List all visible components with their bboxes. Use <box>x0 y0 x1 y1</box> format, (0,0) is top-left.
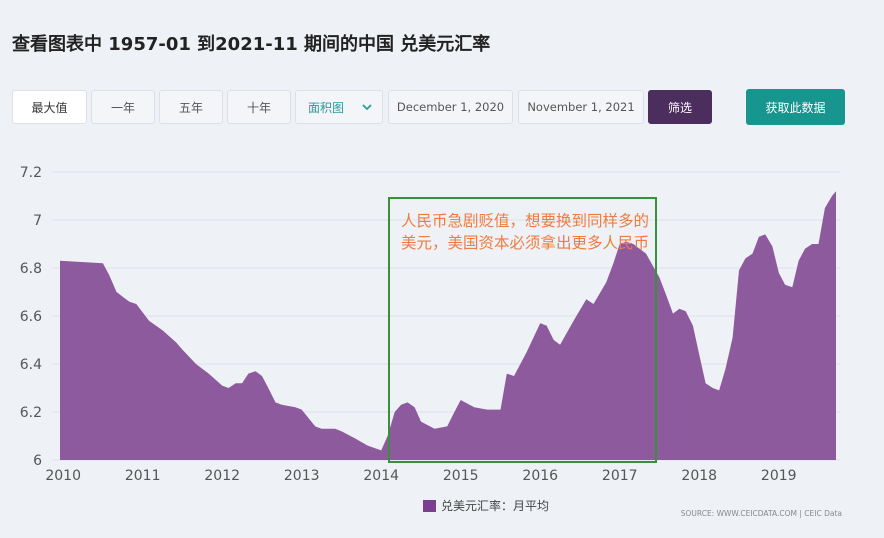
page-title: 查看图表中 1957-01 到2021-11 期间的中国 兑美元汇率 <box>12 34 491 55</box>
chevron-down-icon <box>362 104 372 111</box>
range-10y-button[interactable]: 十年 <box>227 90 291 124</box>
y-tick-label: 6.2 <box>20 405 42 421</box>
y-tick-label: 6.8 <box>20 261 42 277</box>
x-tick-label: 2014 <box>363 468 399 484</box>
filter-button[interactable]: 筛选 <box>648 90 712 124</box>
range-5y-button[interactable]: 五年 <box>159 90 223 124</box>
x-tick-label: 2016 <box>522 468 558 484</box>
x-tick-label: 2013 <box>284 468 320 484</box>
x-tick-label: 2011 <box>125 468 161 484</box>
y-tick-label: 6.4 <box>20 357 42 373</box>
y-tick-label: 7.2 <box>20 165 42 181</box>
legend-label: 兑美元汇率：月平均 <box>441 499 550 513</box>
x-tick-label: 2015 <box>443 468 479 484</box>
x-tick-label: 2017 <box>602 468 638 484</box>
source-note: SOURCE: WWW.CEICDATA.COM | CEIC Data <box>680 509 842 518</box>
chart-type-value: 面积图 <box>308 100 345 115</box>
x-tick-label: 2018 <box>681 468 717 484</box>
range-1y-button[interactable]: 一年 <box>91 90 155 124</box>
y-tick-label: 6 <box>33 453 42 469</box>
exchange-rate-area <box>60 191 836 460</box>
annotation-box <box>388 197 657 463</box>
annotation-text: 人民币急剧贬值，想要换到同样多的美元，美国资本必须拿出更多人民币 <box>401 212 650 252</box>
y-axis-labels: 6 6.2 6.4 6.6 6.8 7 7.2 <box>20 165 42 469</box>
y-tick-label: 6.6 <box>20 309 42 325</box>
legend-swatch <box>423 499 436 512</box>
chart-legend: 兑美元汇率：月平均 <box>423 497 549 514</box>
x-axis-labels: 2010 2011 2012 2013 2014 2015 2016 2017 2018 2019 <box>45 468 796 484</box>
y-tick-label: 7 <box>33 213 42 229</box>
date-from-input[interactable]: December 1, 2020 <box>388 90 513 124</box>
date-to-input[interactable]: November 1, 2021 <box>518 90 644 124</box>
chart-type-select[interactable]: 面积图 <box>295 90 383 124</box>
x-tick-label: 2010 <box>45 468 81 484</box>
fetch-data-button[interactable]: 获取此数据 <box>746 89 845 125</box>
x-tick-label: 2012 <box>204 468 240 484</box>
range-max-button[interactable]: 最大值 <box>12 90 87 124</box>
x-tick-label: 2019 <box>761 468 797 484</box>
